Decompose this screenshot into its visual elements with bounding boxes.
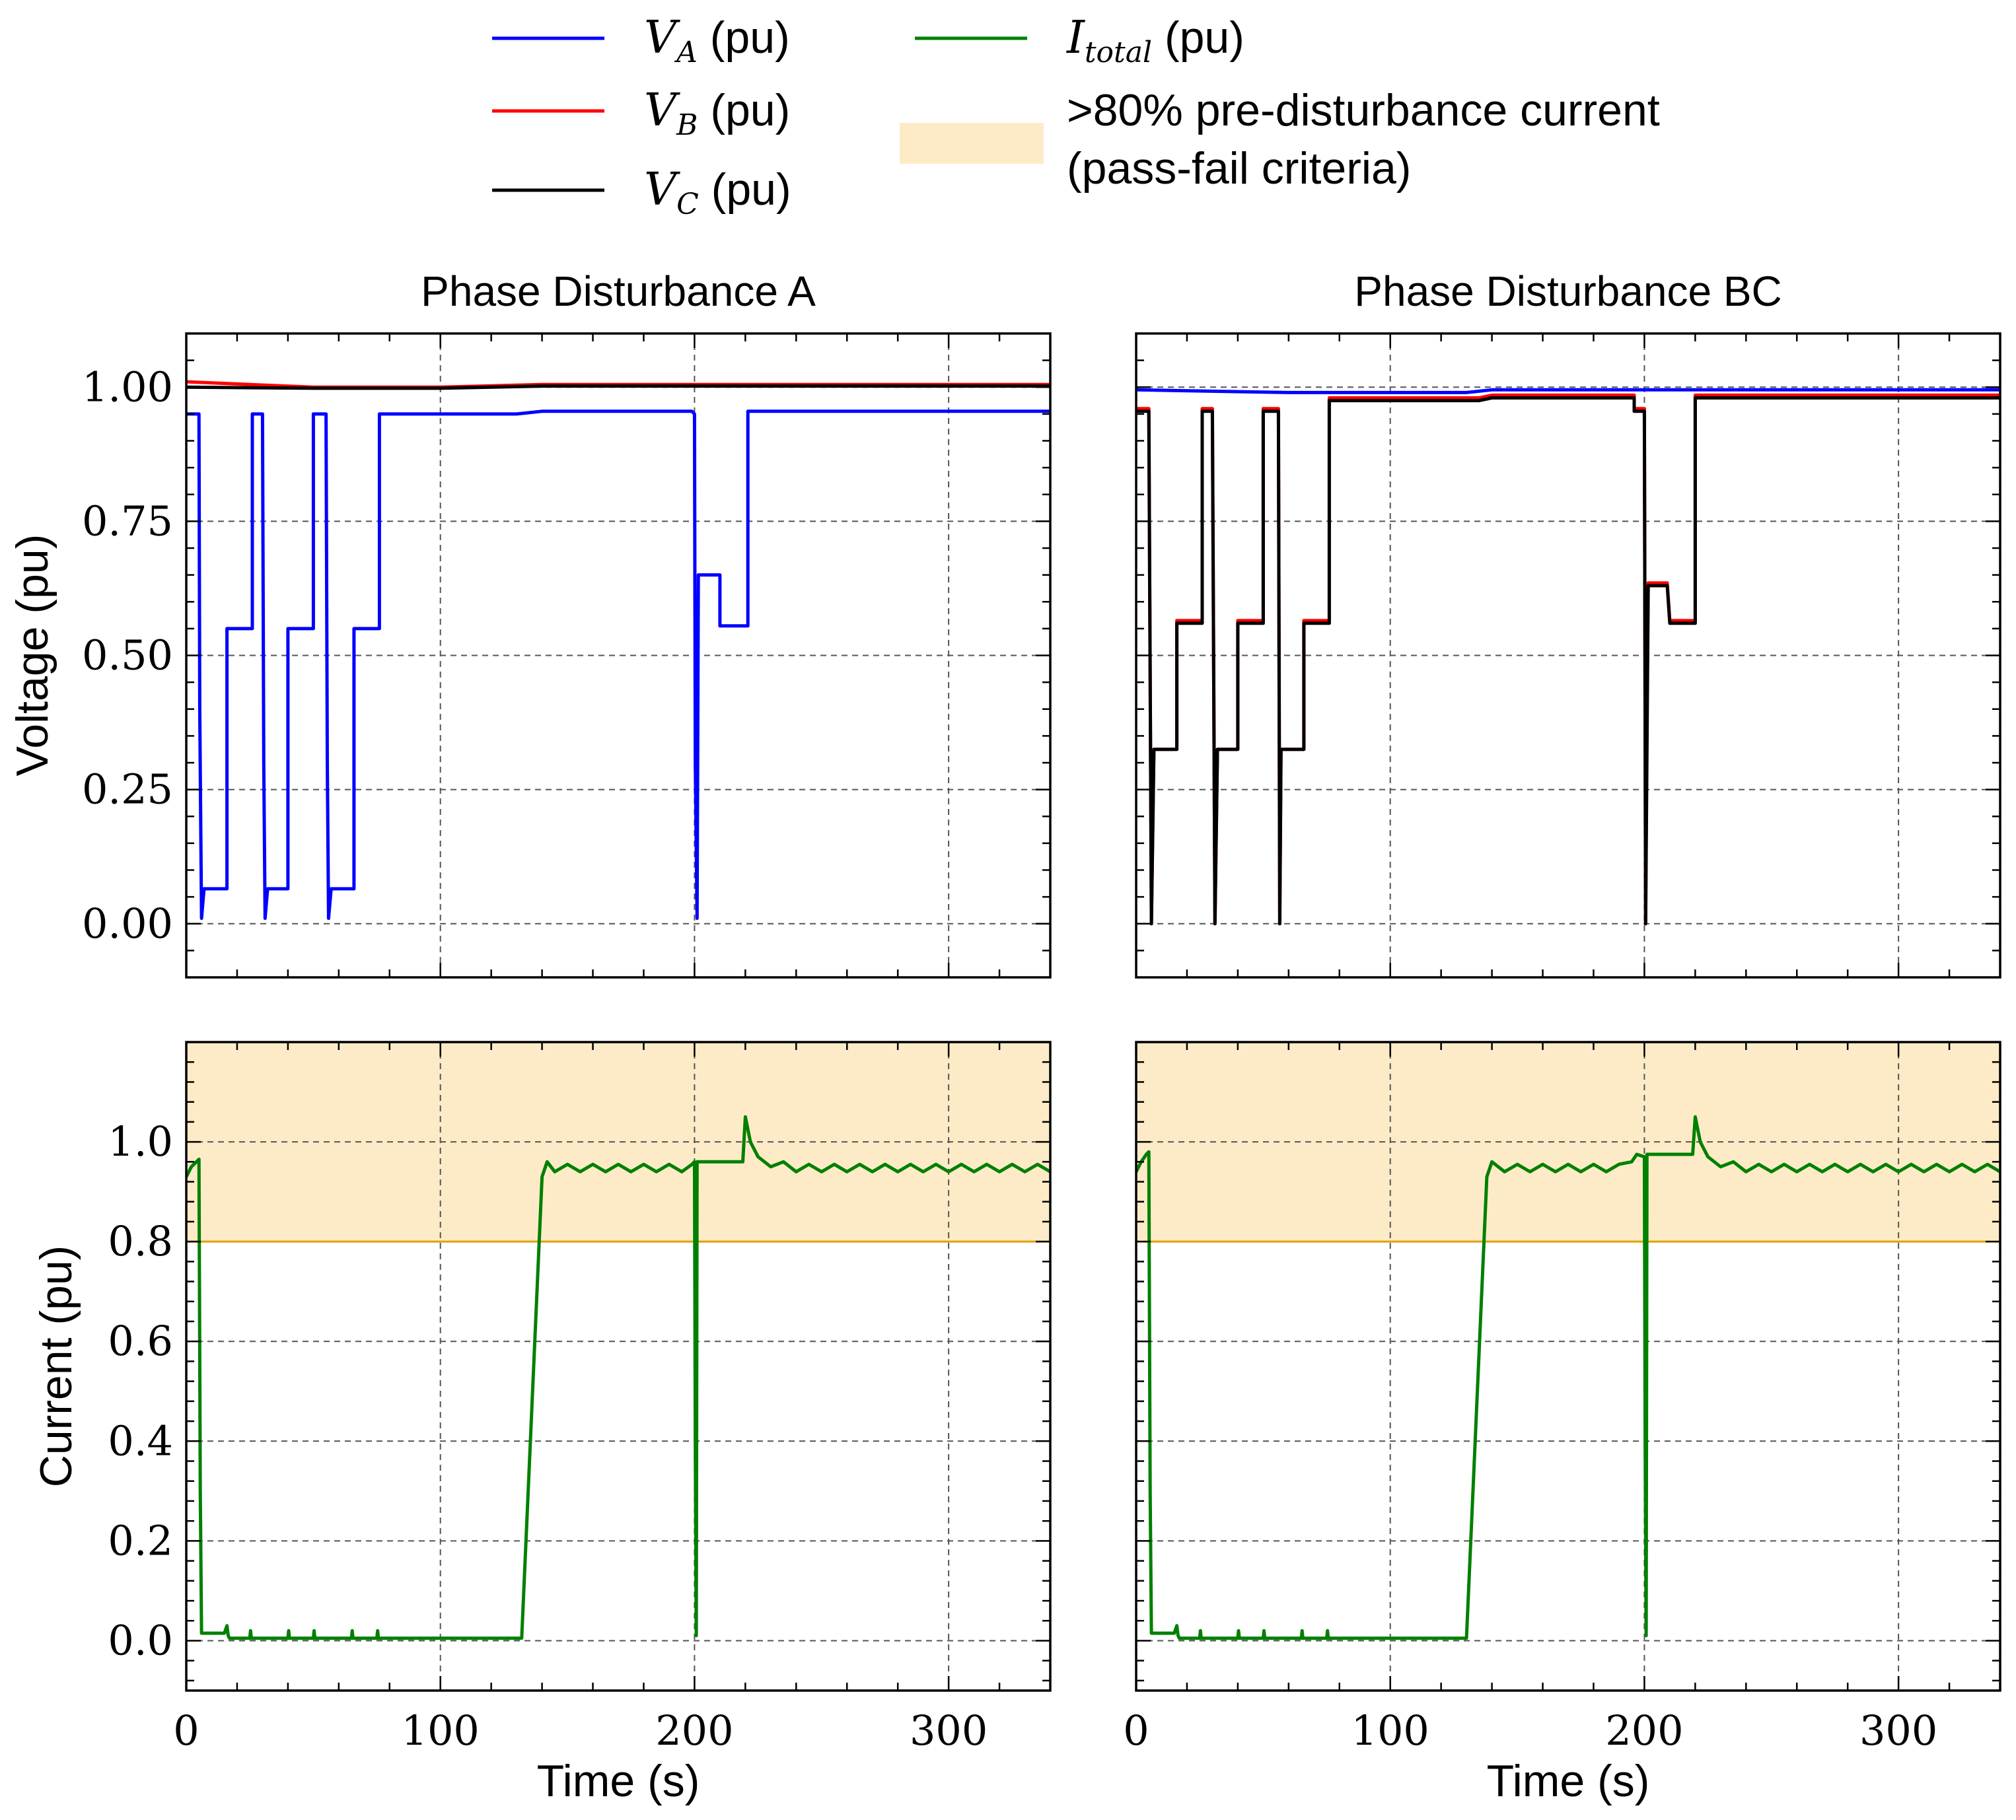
- panel-voltage-a: Phase Disturbance A Voltage (pu) 0.00 0.2…: [7, 267, 1052, 979]
- legend-band-label-line1: >80% pre-disturbance current: [1067, 85, 1660, 135]
- series-line-va: [186, 409, 1050, 921]
- y-axis-label: Current (pu): [31, 1245, 81, 1488]
- y-tick-label: 1.0: [108, 1117, 173, 1166]
- y-tick-label: 0.50: [82, 631, 173, 680]
- panel-current-a: Current (pu) Time (s) 0 100 200 300 0.0 0.2 0.…: [31, 1041, 1052, 1806]
- series-line-itotal: [1136, 1115, 2000, 1640]
- x-tick-label: 100: [1351, 1706, 1429, 1755]
- plot-area: [1135, 332, 2001, 979]
- legend-vc-label: VC (pu): [644, 164, 791, 221]
- x-axis-label: Time (s): [537, 1756, 700, 1806]
- y-tick-label: 0.25: [82, 765, 173, 814]
- axes-frame: [185, 1041, 1052, 1692]
- y-tick-label: 0.0: [108, 1616, 173, 1664]
- x-tick-label: 0: [1123, 1706, 1149, 1755]
- x-tick-label: 300: [1859, 1706, 1937, 1755]
- x-tick-label: 100: [402, 1706, 480, 1755]
- axes-frame: [1135, 1041, 2001, 1692]
- x-tick-label: 200: [1605, 1706, 1683, 1755]
- legend-band-swatch: [900, 123, 1044, 164]
- x-tick-label: 200: [655, 1706, 733, 1755]
- panel-title: Phase Disturbance BC: [1354, 267, 1782, 315]
- y-tick-label: 0.6: [108, 1317, 173, 1365]
- x-tick-label: 0: [173, 1706, 199, 1755]
- panel-title: Phase Disturbance A: [421, 267, 816, 315]
- y-tick-label: 0.2: [108, 1516, 173, 1564]
- legend-vb-label: VB (pu): [644, 85, 790, 142]
- y-tick-label: 0.75: [82, 497, 173, 545]
- plot-area: 0 100 200 300 0.0 0.2 0.4 0.6 0.8 1.0: [108, 1041, 1052, 1755]
- legend: VA (pu) VB (pu) VC (pu) Itotal (pu) >80%…: [492, 12, 1660, 221]
- y-tick-label: 0.00: [82, 899, 173, 948]
- x-axis-label: Time (s): [1487, 1756, 1650, 1806]
- legend-band-label-line2: (pass-fail criteria): [1067, 143, 1411, 193]
- legend-itotal-label: Itotal (pu): [1065, 12, 1244, 69]
- plot-area: 0.00 0.25 0.50 0.75 1.00: [82, 332, 1052, 979]
- y-axis-label: Voltage (pu): [7, 534, 57, 777]
- series-line-vc: [1136, 396, 2000, 926]
- panel-voltage-bc: Phase Disturbance BC: [1135, 267, 2001, 979]
- series-line-va: [1136, 388, 2000, 394]
- plot-area: 0 100 200 300: [1123, 1041, 2001, 1755]
- y-tick-label: 0.4: [108, 1417, 173, 1465]
- series-line-itotal: [186, 1115, 1050, 1640]
- y-tick-label: 0.8: [108, 1217, 173, 1265]
- legend-va-label: VA (pu): [644, 12, 790, 69]
- y-tick-label: 1.00: [82, 363, 173, 411]
- series-line-vb: [1136, 393, 2000, 926]
- x-tick-label: 300: [910, 1706, 988, 1755]
- panel-current-bc: Time (s) 0 100 200 300: [1123, 1041, 2001, 1806]
- series-line-vc: [186, 384, 1050, 390]
